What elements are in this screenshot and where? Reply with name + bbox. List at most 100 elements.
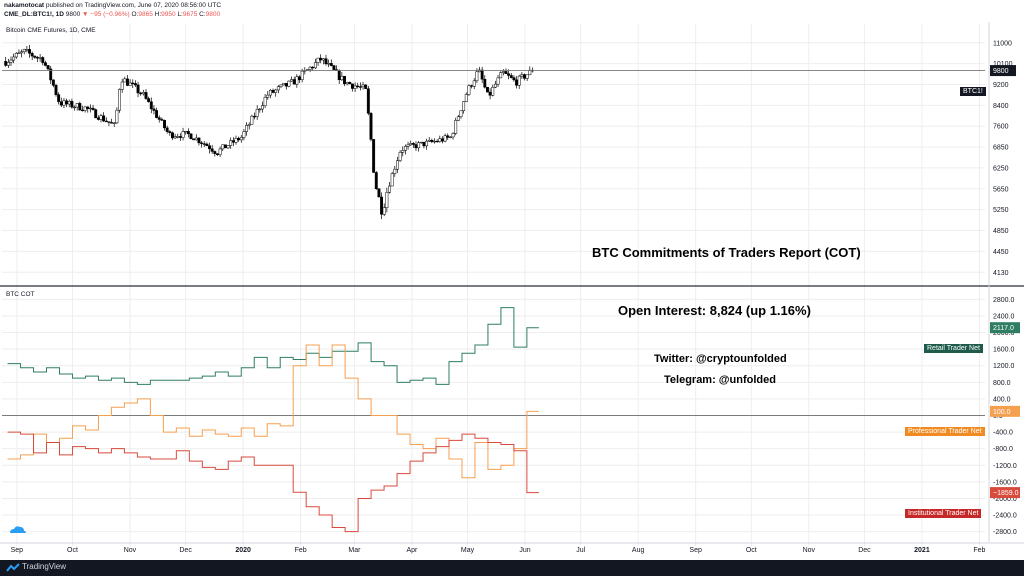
candle-body bbox=[327, 63, 331, 65]
price-axis-tick-label: 8400 bbox=[993, 103, 1009, 110]
last-price-axis-badge bbox=[990, 65, 1016, 77]
candle-body bbox=[353, 85, 357, 89]
candle-body bbox=[86, 106, 90, 109]
chart-area[interactable]: Sep Oct Nov Dec 2020 Feb Mar Apr May Jun Jul Aug Sep… bbox=[0, 22, 1024, 560]
candle-body bbox=[417, 142, 421, 149]
candle-body bbox=[239, 137, 243, 141]
candle-body bbox=[348, 82, 352, 85]
institutional-series-axis-badge bbox=[990, 487, 1020, 499]
candle-body bbox=[247, 124, 251, 126]
candle-body bbox=[279, 84, 283, 87]
x-axis-tick-label: Nov bbox=[124, 547, 137, 554]
candle-body bbox=[192, 138, 196, 141]
candle-body bbox=[393, 168, 397, 174]
candle-body bbox=[165, 127, 169, 132]
candle-body bbox=[202, 143, 206, 145]
x-axis-tick-label: Nov bbox=[803, 547, 816, 554]
candle-body bbox=[250, 115, 254, 125]
cot-axis-tick-label: -400.0 bbox=[993, 430, 1013, 437]
candle-body bbox=[356, 85, 360, 88]
price-axis-tick-label: 5250 bbox=[993, 207, 1009, 214]
chart-header: nakamotocat published on TradingView.com… bbox=[0, 0, 1024, 22]
candle-body bbox=[218, 148, 222, 155]
x-axis-tick-label: Feb bbox=[973, 547, 985, 554]
candle-body bbox=[139, 92, 143, 95]
price-axis-tick-label: 9200 bbox=[993, 82, 1009, 89]
close-label: C: bbox=[199, 11, 206, 18]
x-axis-tick-label: Jul bbox=[576, 547, 585, 554]
candle-body bbox=[409, 143, 413, 146]
price-axis-tick-label: 6250 bbox=[993, 165, 1009, 172]
annotation-telegram: Telegram: @unfolded bbox=[664, 374, 776, 386]
candle-body bbox=[329, 63, 333, 66]
x-axis-tick-label: Oct bbox=[746, 547, 757, 554]
candle-body bbox=[62, 100, 66, 106]
chart-canvas[interactable]: Sep Oct Nov Dec 2020 Feb Mar Apr May Jun Jul Aug Sep… bbox=[0, 22, 1024, 560]
candle-body bbox=[94, 109, 98, 119]
candle-body bbox=[65, 100, 69, 105]
professional-tag-label: Professional Trader Net bbox=[908, 428, 982, 436]
x-axis-tick-label: Dec bbox=[179, 547, 192, 554]
candle-body bbox=[36, 57, 39, 59]
candle-body bbox=[308, 66, 312, 70]
candle-body bbox=[441, 138, 444, 142]
price-axis-tick-label: 6850 bbox=[993, 145, 1009, 152]
price-axis-tick-label: 7600 bbox=[993, 124, 1009, 131]
candle-body bbox=[480, 69, 484, 80]
candle-body bbox=[133, 83, 137, 86]
candle-body bbox=[512, 77, 516, 81]
candle-body bbox=[284, 83, 288, 87]
annotation-twitter: Twitter: @cryptounfolded bbox=[654, 353, 787, 365]
candle-body bbox=[216, 153, 219, 155]
candle-body bbox=[525, 74, 529, 79]
candle-body bbox=[337, 70, 341, 81]
candle-body bbox=[332, 65, 336, 70]
candle-body bbox=[319, 57, 323, 61]
price-axis-tick-label: 10100 bbox=[993, 61, 1013, 68]
candle-body bbox=[427, 139, 431, 142]
cot-axis-tick-label: 2800.0 bbox=[993, 297, 1015, 304]
publish-line: nakamotocat published on TradingView.com… bbox=[4, 2, 221, 9]
candle-body bbox=[292, 79, 296, 85]
candle-body bbox=[435, 140, 439, 143]
candle-body bbox=[493, 83, 497, 88]
candle-body bbox=[316, 57, 320, 63]
candle-body bbox=[51, 79, 55, 86]
candle-body bbox=[300, 70, 304, 81]
institutional-tag-label: Institutional Trader Net bbox=[908, 509, 979, 517]
candle-body bbox=[340, 75, 344, 81]
candle-body bbox=[345, 82, 349, 85]
candle-body bbox=[38, 57, 42, 59]
symbol-label[interactable]: CME_DL:BTC1!, 1D bbox=[4, 11, 64, 18]
candle-body bbox=[91, 107, 95, 110]
candle-body bbox=[504, 71, 508, 74]
candle-body bbox=[380, 196, 384, 215]
professional-series-axis-value: 100.0 bbox=[993, 409, 1011, 416]
candle-body bbox=[163, 120, 166, 129]
author-name[interactable]: nakamotocat bbox=[4, 2, 45, 9]
annotation-title: BTC Commitments of Traders Report (COT) bbox=[592, 245, 861, 260]
candle-body bbox=[406, 144, 410, 147]
candle-body bbox=[136, 84, 140, 94]
candle-body bbox=[194, 137, 198, 141]
cloud-icon bbox=[10, 526, 26, 533]
candle-body bbox=[443, 135, 447, 142]
candle-body bbox=[290, 79, 294, 82]
candle-body bbox=[517, 75, 521, 86]
candle-body bbox=[372, 139, 376, 173]
candle-body bbox=[324, 58, 328, 65]
cot-axis-tick-label: 2400.0 bbox=[993, 313, 1015, 320]
candle-body bbox=[430, 139, 434, 142]
candle-body bbox=[131, 82, 135, 85]
candle-body bbox=[419, 141, 423, 144]
candle-body bbox=[470, 85, 474, 87]
candle-body bbox=[271, 90, 275, 93]
candle-body bbox=[388, 185, 391, 193]
candle-body bbox=[499, 72, 503, 79]
candle-body bbox=[382, 207, 386, 215]
candle-body bbox=[200, 142, 204, 144]
candle-body bbox=[255, 109, 259, 117]
candle-body bbox=[6, 62, 10, 66]
candle-body bbox=[112, 122, 116, 124]
candle-body bbox=[446, 135, 450, 138]
